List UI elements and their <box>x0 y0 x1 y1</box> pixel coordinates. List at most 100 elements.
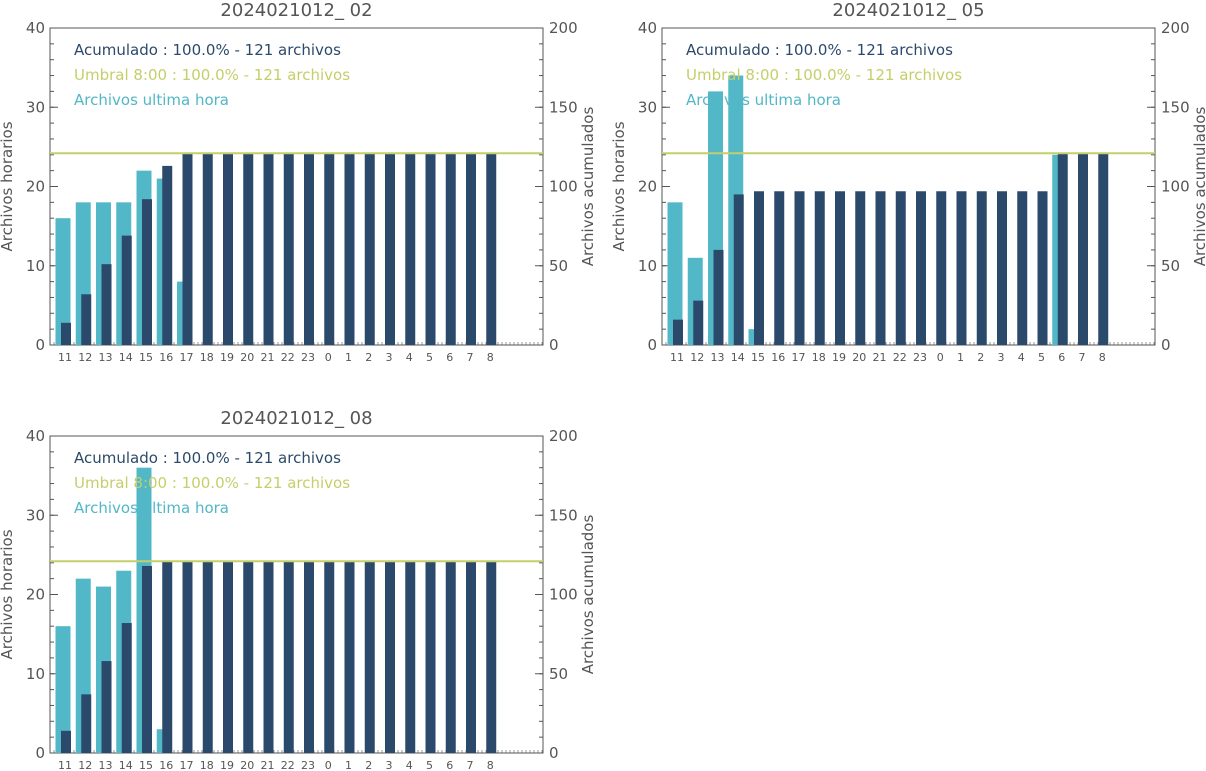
x-tick-label: 13 <box>711 351 725 364</box>
cumulative-bar <box>1078 153 1088 345</box>
x-tick-label: 0 <box>325 351 332 364</box>
x-tick-label: 16 <box>771 351 785 364</box>
cumulative-bar <box>814 191 825 345</box>
cumulative-bar <box>835 191 845 345</box>
cumulative-bar <box>733 194 744 345</box>
cumulative-bar <box>875 191 886 345</box>
x-tick-label: 20 <box>240 351 254 364</box>
cumulative-bar <box>385 153 395 345</box>
cumulative-bar <box>263 561 274 753</box>
cumulative-bar <box>693 300 704 345</box>
y-tick-label: 0 <box>647 336 657 354</box>
cumulative-bar <box>304 153 314 345</box>
x-tick-label: 16 <box>159 351 173 364</box>
x-tick-label: 23 <box>301 759 315 771</box>
x-tick-label: 11 <box>58 759 72 771</box>
y-right-tick-label: 200 <box>1161 19 1190 37</box>
cumulative-bar <box>774 191 785 345</box>
cumulative-bar <box>445 561 456 753</box>
y-right-tick-label: 150 <box>549 506 578 524</box>
cumulative-bar <box>1037 191 1048 345</box>
cumulative-bar <box>223 561 233 753</box>
legend-entry: Acumulado : 100.0% - 121 archivos <box>74 41 341 59</box>
x-tick-label: 3 <box>998 351 1005 364</box>
x-tick-label: 19 <box>832 351 846 364</box>
x-tick-label: 1 <box>345 351 352 364</box>
y-tick-label: 30 <box>638 98 657 116</box>
legend-entry: Umbral 8:00 : 100.0% - 121 archivos <box>686 66 962 84</box>
cumulative-bar <box>61 322 71 345</box>
x-tick-label: 3 <box>386 759 393 771</box>
x-tick-label: 19 <box>220 351 234 364</box>
x-tick-label: 20 <box>240 759 254 771</box>
y-tick-label: 40 <box>26 427 45 445</box>
cumulative-bar <box>385 561 395 753</box>
y-right-axis-label: Archivos acumulados <box>1191 107 1206 267</box>
legend-entry: Umbral 8:00 : 100.0% - 121 archivos <box>74 66 350 84</box>
cumulative-bar <box>425 153 436 345</box>
cumulative-bar <box>466 561 476 753</box>
cumulative-bar <box>405 153 416 345</box>
y-right-tick-label: 200 <box>549 427 578 445</box>
x-tick-label: 14 <box>731 351 745 364</box>
y-tick-label: 30 <box>26 506 45 524</box>
y-tick-label: 10 <box>26 257 45 275</box>
chart-panel-1: 2024021012_ 02010203040050100150200Archi… <box>0 0 597 364</box>
cumulative-bar <box>182 153 193 345</box>
x-tick-label: 19 <box>220 759 234 771</box>
cumulative-bar <box>202 561 213 753</box>
y-tick-label: 10 <box>26 665 45 683</box>
legend-entry: Archivos ultima hora <box>74 91 229 109</box>
cumulative-bar <box>713 249 724 345</box>
chart-title: 2024021012_ 02 <box>220 0 372 21</box>
y-tick-label: 40 <box>26 19 45 37</box>
x-tick-label: 22 <box>281 351 295 364</box>
cumulative-bar <box>81 694 92 753</box>
cumulative-bar <box>344 561 355 753</box>
x-tick-label: 12 <box>690 351 704 364</box>
cumulative-bar <box>405 561 416 753</box>
x-tick-label: 0 <box>937 351 944 364</box>
cumulative-bar <box>466 153 476 345</box>
cumulative-bar <box>324 153 335 345</box>
y-right-axis-label: Archivos acumulados <box>579 107 597 267</box>
cumulative-bar <box>1017 191 1028 345</box>
y-right-tick-label: 50 <box>549 665 568 683</box>
x-tick-label: 8 <box>1099 351 1106 364</box>
x-tick-label: 8 <box>487 759 494 771</box>
x-tick-label: 21 <box>261 759 275 771</box>
hourly-bar <box>55 626 71 753</box>
x-tick-label: 21 <box>873 351 887 364</box>
hourly-bar <box>55 218 71 345</box>
cumulative-bar <box>283 153 294 345</box>
cumulative-bar <box>243 153 254 345</box>
x-tick-label: 20 <box>852 351 866 364</box>
chart-panel-3: 2024021012_ 08010203040050100150200Archi… <box>0 408 597 771</box>
x-tick-label: 12 <box>78 351 92 364</box>
cumulative-bar <box>976 191 987 345</box>
x-tick-label: 22 <box>281 759 295 771</box>
x-tick-label: 7 <box>1079 351 1086 364</box>
cumulative-bar <box>243 561 254 753</box>
y-tick-label: 20 <box>638 178 657 196</box>
cumulative-bar <box>1057 153 1068 345</box>
cumulative-bar <box>304 561 314 753</box>
y-tick-label: 20 <box>26 586 45 604</box>
x-tick-label: 21 <box>261 351 275 364</box>
y-tick-label: 10 <box>638 257 657 275</box>
chart-title: 2024021012_ 08 <box>220 408 372 429</box>
x-tick-label: 3 <box>386 351 393 364</box>
x-tick-label: 11 <box>58 351 72 364</box>
x-tick-label: 4 <box>406 351 413 364</box>
legend-entry: Acumulado : 100.0% - 121 archivos <box>686 41 953 59</box>
cumulative-bar <box>486 153 497 345</box>
x-tick-label: 13 <box>99 759 113 771</box>
legend-entry: Umbral 8:00 : 100.0% - 121 archivos <box>74 474 350 492</box>
x-tick-label: 17 <box>792 351 806 364</box>
cumulative-bar <box>121 235 132 345</box>
cumulative-bar <box>182 561 193 753</box>
cumulative-bar <box>673 319 683 345</box>
cumulative-bar <box>997 191 1007 345</box>
x-tick-label: 6 <box>1058 351 1065 364</box>
y-tick-label: 30 <box>26 98 45 116</box>
